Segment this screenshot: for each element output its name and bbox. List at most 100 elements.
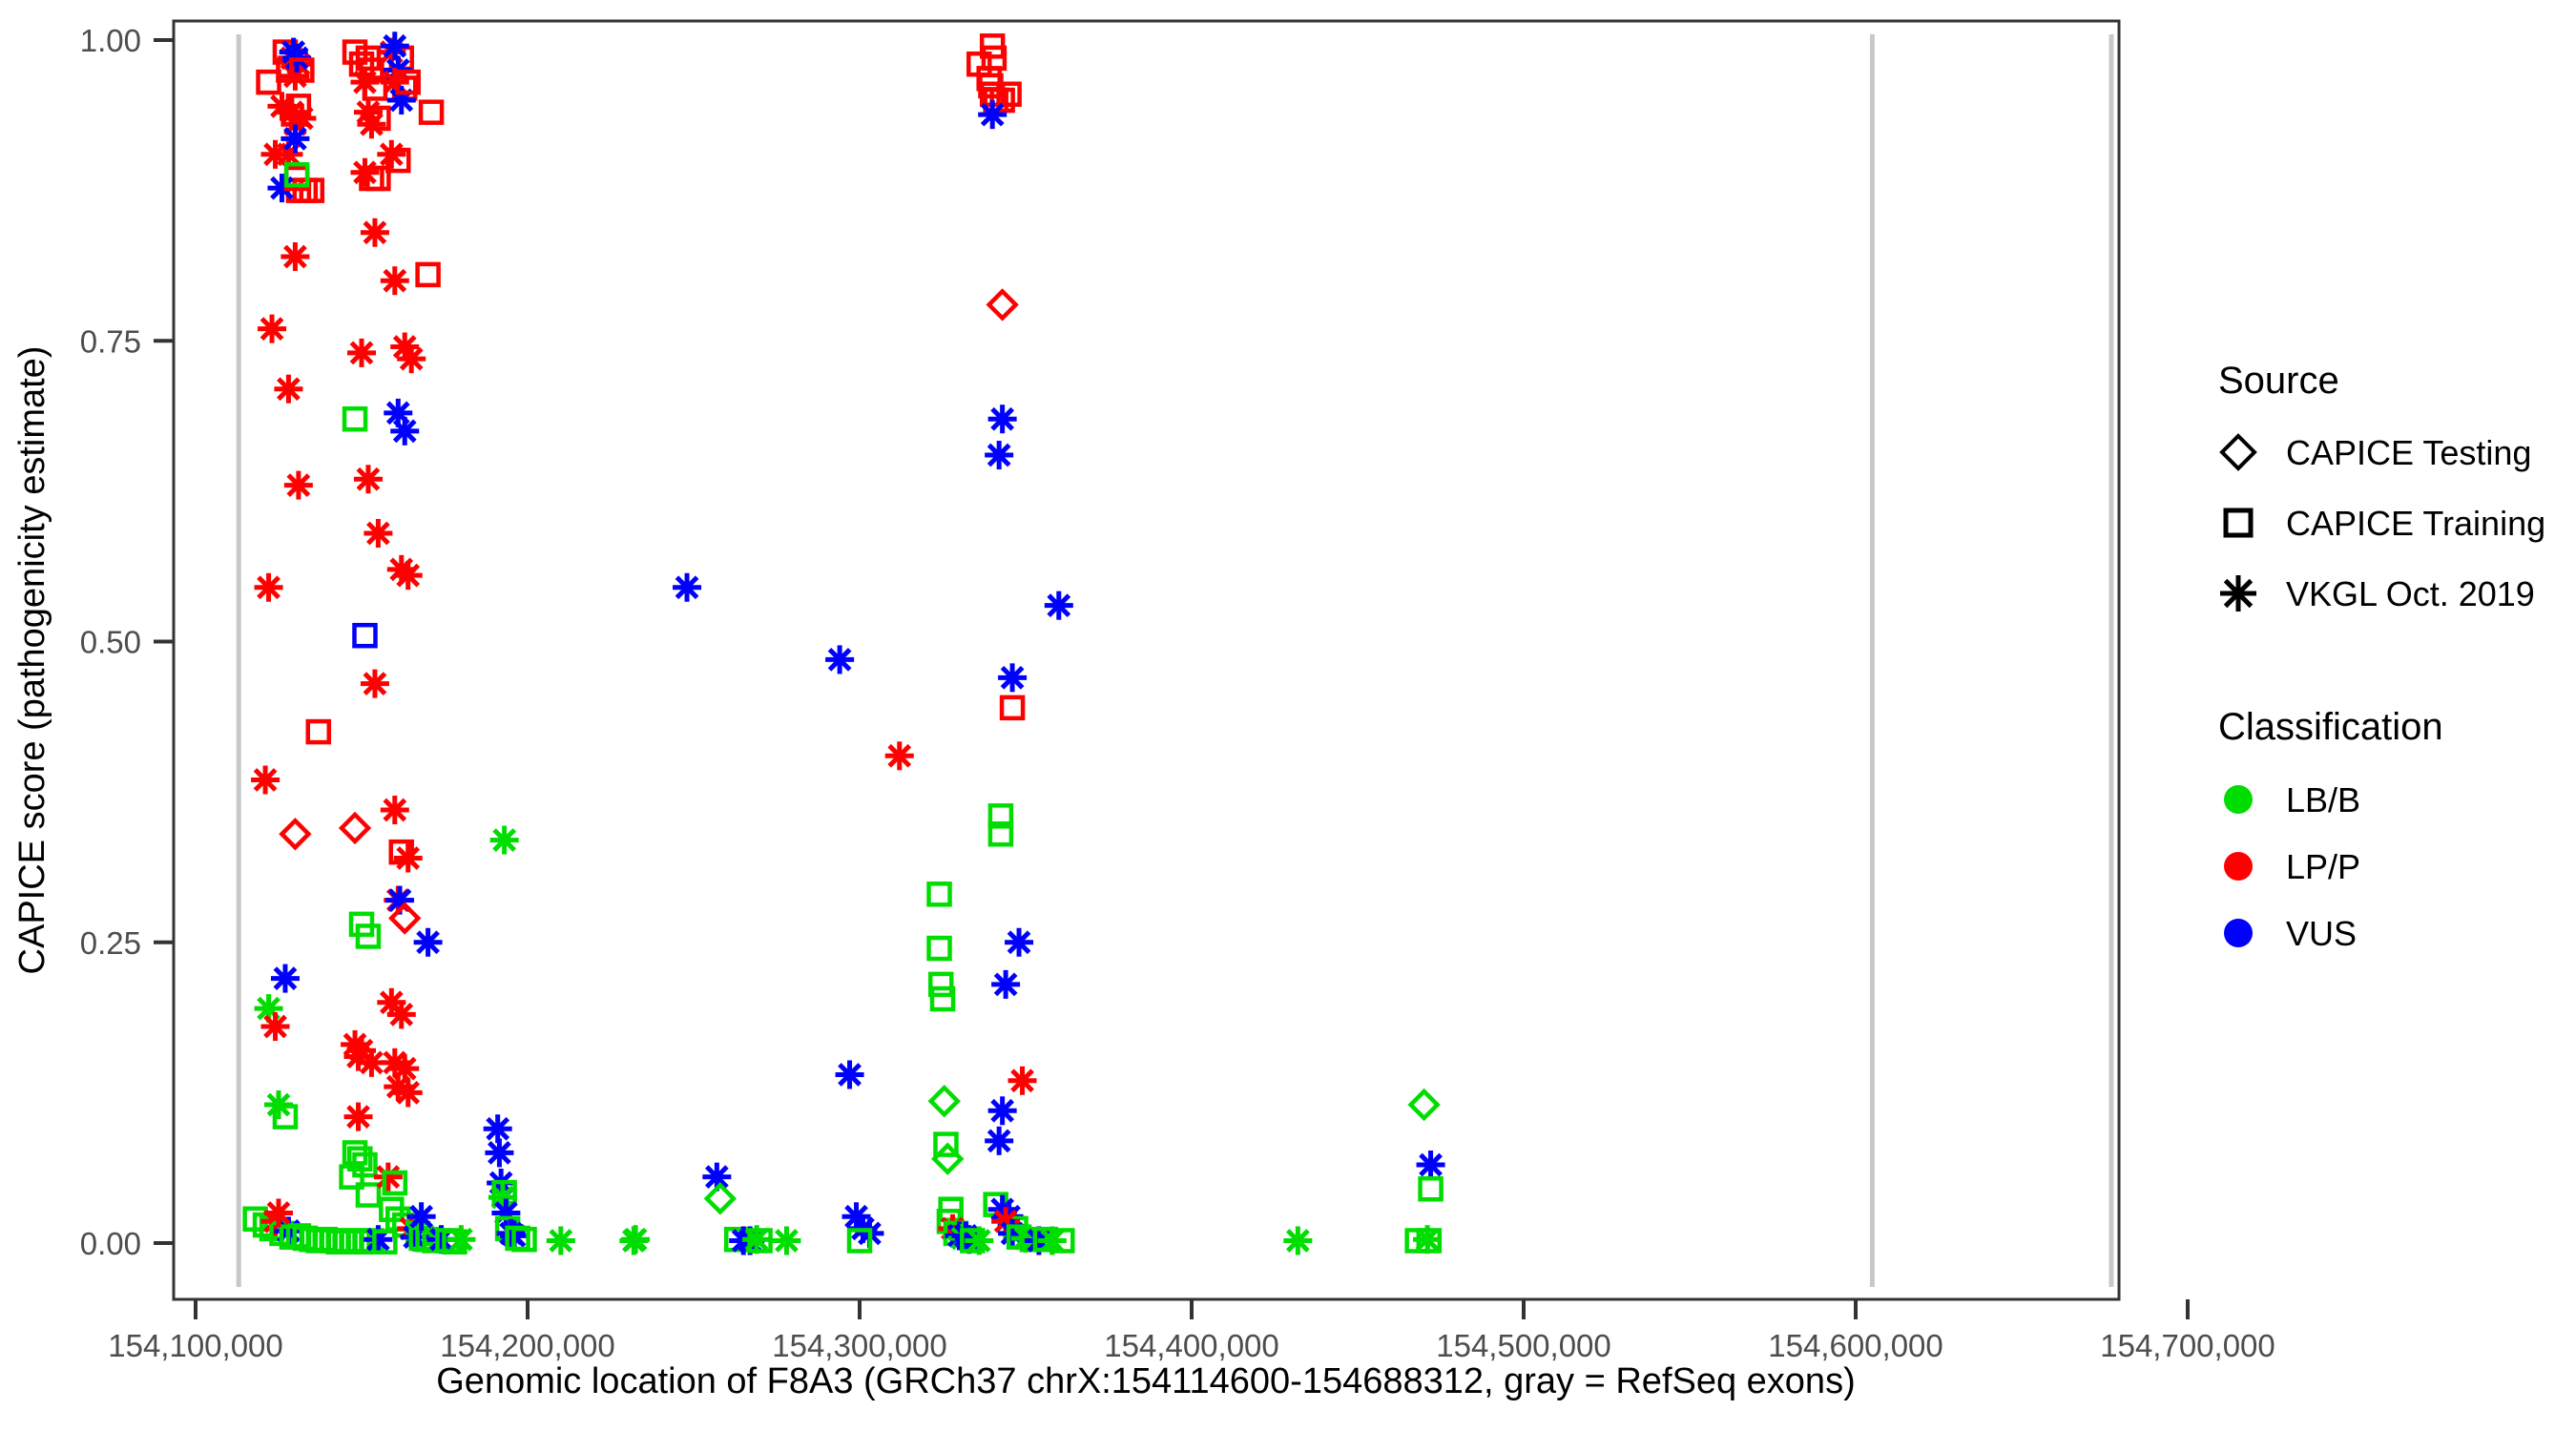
- point-asterisk: [987, 1096, 1017, 1126]
- point-diamond: [986, 288, 1019, 321]
- point-square: [996, 81, 1022, 107]
- point-asterisk: [380, 266, 409, 296]
- point-asterisk: [380, 31, 409, 61]
- y-tick-label: 0.50: [80, 625, 141, 660]
- point-asterisk: [347, 338, 376, 367]
- point-square: [415, 261, 441, 288]
- point-square: [272, 1104, 299, 1130]
- asterisk-stroke: [376, 1165, 401, 1190]
- legend-source-title: Source: [2218, 360, 2339, 402]
- point-square: [339, 1164, 364, 1190]
- y-axis-ticks: [154, 38, 174, 1245]
- asterisk-stroke: [704, 1165, 729, 1190]
- asterisk-stroke: [266, 1201, 291, 1225]
- asterisk-stroke: [1047, 593, 1071, 618]
- point-asterisk: [380, 796, 409, 825]
- point-asterisk: [835, 1060, 864, 1089]
- x-tick-label: 154,600,000: [1768, 1328, 1943, 1363]
- point-asterisk: [397, 344, 426, 374]
- legend-source-label: CAPICE Training: [2286, 504, 2545, 543]
- refseq-exon-lines: [236, 34, 2114, 1287]
- point-square: [1418, 1176, 1444, 1202]
- asterisk-stroke: [277, 377, 301, 402]
- point-asterisk: [673, 572, 702, 602]
- asterisk-stroke: [263, 1014, 287, 1039]
- asterisk-stroke: [549, 1229, 573, 1253]
- point-asterisk: [393, 843, 423, 873]
- x-axis-tick-labels: 154,100,000 154,200,000 154,300,000 154,400…: [108, 1328, 2275, 1363]
- asterisk-stroke: [987, 443, 1011, 467]
- circle-icon: [2224, 852, 2253, 881]
- asterisk-stroke: [383, 268, 407, 293]
- point-asterisk: [373, 1162, 403, 1192]
- point-asterisk: [280, 124, 310, 154]
- x-tick-label: 154,300,000: [772, 1328, 947, 1363]
- point-asterisk: [260, 1012, 290, 1042]
- asterisk-stroke: [396, 563, 421, 588]
- point-square: [352, 622, 378, 649]
- point-asterisk: [884, 741, 914, 771]
- x-tick-label: 154,700,000: [2100, 1328, 2275, 1363]
- asterisk-stroke: [360, 112, 384, 136]
- asterisk-stroke: [387, 888, 412, 912]
- circle-icon: [2224, 785, 2253, 814]
- asterisk-stroke: [253, 768, 278, 792]
- asterisk-icon: [2220, 575, 2256, 612]
- asterisk-stroke: [346, 1105, 370, 1129]
- asterisk-stroke: [363, 220, 387, 245]
- circle-icon: [2224, 919, 2253, 947]
- asterisk-stroke: [486, 1116, 510, 1141]
- point-asterisk: [991, 969, 1021, 999]
- point-square: [372, 1229, 398, 1255]
- point-square: [987, 803, 1014, 829]
- point-asterisk: [978, 100, 1008, 130]
- asterisk-stroke: [379, 990, 404, 1015]
- scatter-points-layer: [242, 31, 1445, 1255]
- point-asterisk: [357, 110, 386, 139]
- point-asterisk: [1416, 1151, 1445, 1180]
- plot-panel-border: [172, 19, 2121, 1301]
- asterisk-stroke: [449, 1227, 473, 1252]
- point-asterisk: [274, 374, 303, 404]
- asterisk-stroke: [385, 1074, 410, 1099]
- diamond-icon: [2219, 433, 2257, 471]
- asterisk-stroke: [356, 467, 381, 491]
- point-asterisk: [393, 561, 423, 591]
- point-square: [305, 718, 332, 745]
- asterisk-stroke: [990, 1098, 1015, 1123]
- point-asterisk: [343, 1102, 373, 1131]
- point-asterisk: [621, 1225, 651, 1255]
- point-asterisk: [825, 645, 855, 674]
- legend-source-group: CAPICE Testing CAPICE Training VKGL Oct. 2…: [2219, 433, 2545, 613]
- asterisk-stroke: [399, 346, 424, 371]
- point-square: [926, 881, 952, 907]
- point-diamond: [338, 811, 372, 845]
- point-square: [989, 87, 1015, 114]
- asterisk-stroke: [1285, 1229, 1310, 1253]
- point-asterisk: [264, 1198, 293, 1228]
- point-asterisk: [251, 765, 280, 795]
- asterisk-stroke: [844, 1204, 868, 1229]
- asterisk-stroke: [383, 33, 407, 58]
- point-asterisk: [546, 1226, 575, 1255]
- asterisk-stroke: [409, 1204, 434, 1229]
- asterisk-stroke: [827, 648, 852, 672]
- point-asterisk: [985, 1126, 1014, 1155]
- point-diamond: [931, 1142, 965, 1175]
- point-square: [1049, 1228, 1075, 1254]
- point-asterisk: [1044, 591, 1073, 620]
- point-square: [747, 1228, 773, 1254]
- x-axis-title: Genomic location of F8A3 (GRCh37 chrX:15…: [436, 1361, 1855, 1401]
- point-asterisk: [364, 519, 393, 549]
- point-square: [933, 1131, 959, 1157]
- point-asterisk: [350, 157, 380, 187]
- legend-classification-label: LB/B: [2286, 780, 2360, 819]
- point-asterisk: [386, 1000, 416, 1029]
- asterisk-stroke: [775, 1229, 799, 1253]
- point-asterisk: [1008, 1066, 1037, 1095]
- asterisk-stroke: [383, 1050, 407, 1075]
- point-square: [289, 57, 315, 83]
- point-diamond: [388, 902, 422, 935]
- asterisk-stroke: [990, 406, 1015, 431]
- point-square: [928, 971, 954, 998]
